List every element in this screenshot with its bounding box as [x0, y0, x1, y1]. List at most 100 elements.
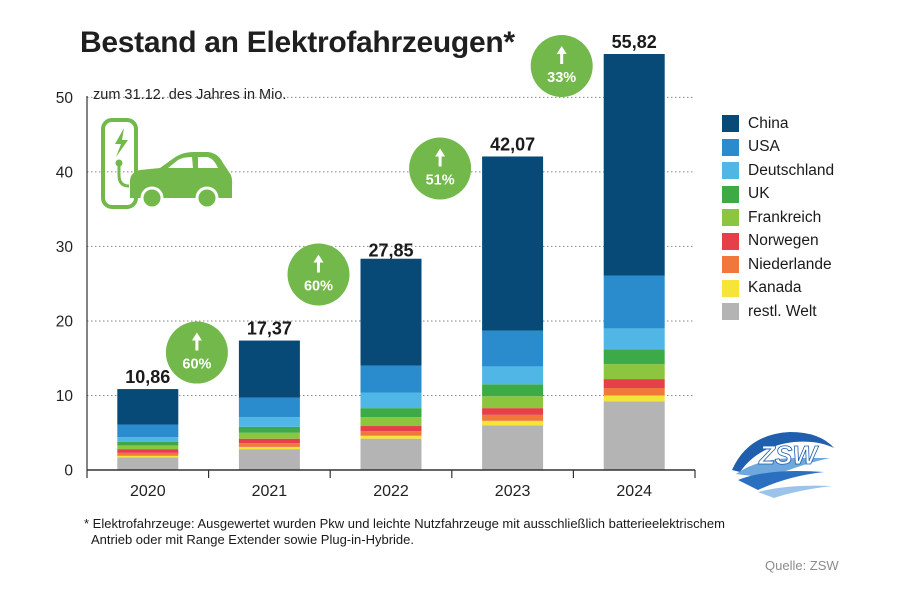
bar-segment [603, 349, 665, 365]
legend-swatch [722, 138, 739, 156]
bar-segment [238, 432, 300, 439]
footnote-line-1: * Elektrofahrzeuge: Ausgewertet wurden P… [84, 516, 725, 531]
legend-item: Deutschland [722, 159, 834, 183]
legend-swatch [722, 209, 739, 227]
bar-segment [117, 449, 179, 453]
bar-segment [117, 441, 179, 446]
total-label: 27,85 [368, 240, 413, 260]
legend-label: UK [748, 185, 770, 203]
legend-item: USA [722, 136, 834, 160]
logo-text: ZSW [758, 440, 819, 470]
bar-segment [360, 435, 422, 439]
badge-circle [530, 35, 593, 97]
bar-segment [603, 275, 665, 329]
legend-label: Niederlande [748, 255, 832, 273]
zsw-logo: ZSW [732, 432, 834, 498]
legend-item: restl. Welt [722, 300, 834, 324]
bar-segment [117, 424, 179, 438]
badge-circle [287, 243, 350, 306]
bar-segment [482, 156, 544, 331]
bar-stack-2020 [117, 389, 179, 470]
x-tick-label: 2020 [130, 483, 166, 500]
bar-segment [603, 364, 665, 380]
bar-segment [360, 392, 422, 409]
bar-segment [117, 452, 179, 456]
legend-swatch [722, 256, 739, 274]
bar-segment [603, 54, 665, 276]
bar-segment [360, 417, 422, 427]
up-arrow-icon [556, 46, 567, 64]
bar-stack-2021 [238, 340, 300, 470]
bar-segment [482, 420, 544, 426]
legend-label: Deutschland [748, 161, 835, 179]
legend-label: China [748, 114, 789, 132]
x-tick-label: 2022 [373, 483, 409, 500]
bars [117, 54, 665, 470]
data-labels: 10,86 17,37 27,85 42,07 55,82 [125, 32, 656, 387]
bar-segment [603, 388, 665, 396]
bar-segment [482, 425, 544, 470]
up-arrow-icon [313, 254, 324, 273]
bar-segment [482, 408, 544, 415]
bar-segment [603, 379, 665, 389]
growth-badges: 60% 60% 51% 33% [165, 35, 593, 384]
bar-segment [482, 414, 544, 421]
bar-segment [238, 397, 300, 418]
badge-circle [409, 137, 472, 200]
legend-label: Frankreich [748, 208, 822, 226]
bar-segment [117, 457, 179, 470]
bar-segment [482, 396, 544, 409]
bar-segment [360, 408, 422, 418]
growth-label: 51% [426, 172, 455, 188]
bar-segment [238, 443, 300, 447]
legend-label: restl. Welt [748, 302, 817, 320]
legend-swatch [722, 115, 739, 133]
y-tick-label: 0 [64, 463, 73, 480]
legend-swatch [722, 162, 739, 180]
footnote: * Elektrofahrzeuge: Ausgewertet wurden P… [84, 516, 804, 548]
legend-swatch [722, 232, 739, 250]
bar-segment [360, 426, 422, 432]
legend-item: China [722, 112, 834, 136]
bar-stack-2023 [482, 156, 544, 470]
bar-segment [482, 330, 544, 367]
growth-label: 33% [547, 70, 576, 86]
chart-subtitle: zum 31.12. des Jahres in Mio. [93, 87, 287, 103]
ev-charging-car-icon [101, 118, 233, 210]
x-tick-label: 2021 [252, 483, 288, 500]
legend-swatch [722, 185, 739, 203]
badge-circle [165, 321, 228, 384]
total-label: 55,82 [612, 32, 657, 52]
legend-item: Niederlande [722, 253, 834, 277]
bar-segment [603, 401, 665, 470]
up-arrow-icon [191, 332, 202, 351]
x-tick-label: 2024 [616, 483, 652, 500]
bar-segment [603, 395, 665, 402]
chart-legend: China USA Deutschland UK Frankreich Norwegen N… [722, 112, 834, 324]
chart-title: Bestand an Elektrofahrzeugen* [80, 26, 515, 59]
bar-segment [360, 431, 422, 436]
legend-swatch [722, 279, 739, 297]
up-arrow-icon [435, 148, 446, 167]
total-label: 42,07 [490, 134, 535, 154]
footnote-line-2: Antrieb oder mit Range Extender sowie Pl… [91, 532, 414, 547]
bar-segment [117, 445, 179, 450]
source-note: Quelle: ZSW [765, 558, 839, 573]
y-tick-label: 20 [56, 313, 74, 330]
bar-segment [238, 449, 300, 470]
legend-label: Kanada [748, 279, 802, 297]
total-label: 10,86 [125, 367, 170, 387]
bar-stack-2022 [360, 258, 422, 470]
growth-badge: 60% [165, 321, 228, 384]
bar-segment [482, 366, 544, 385]
bar-stack-2024 [603, 54, 665, 470]
bar-segment [117, 455, 179, 458]
legend-item: Frankreich [722, 206, 834, 230]
y-tick-label: 30 [56, 239, 74, 256]
legend-label: USA [748, 138, 780, 156]
growth-label: 60% [182, 357, 211, 373]
bar-segment [360, 438, 422, 470]
bar-segment [238, 417, 300, 427]
growth-badge: 60% [287, 243, 350, 306]
bar-segment [238, 446, 300, 450]
